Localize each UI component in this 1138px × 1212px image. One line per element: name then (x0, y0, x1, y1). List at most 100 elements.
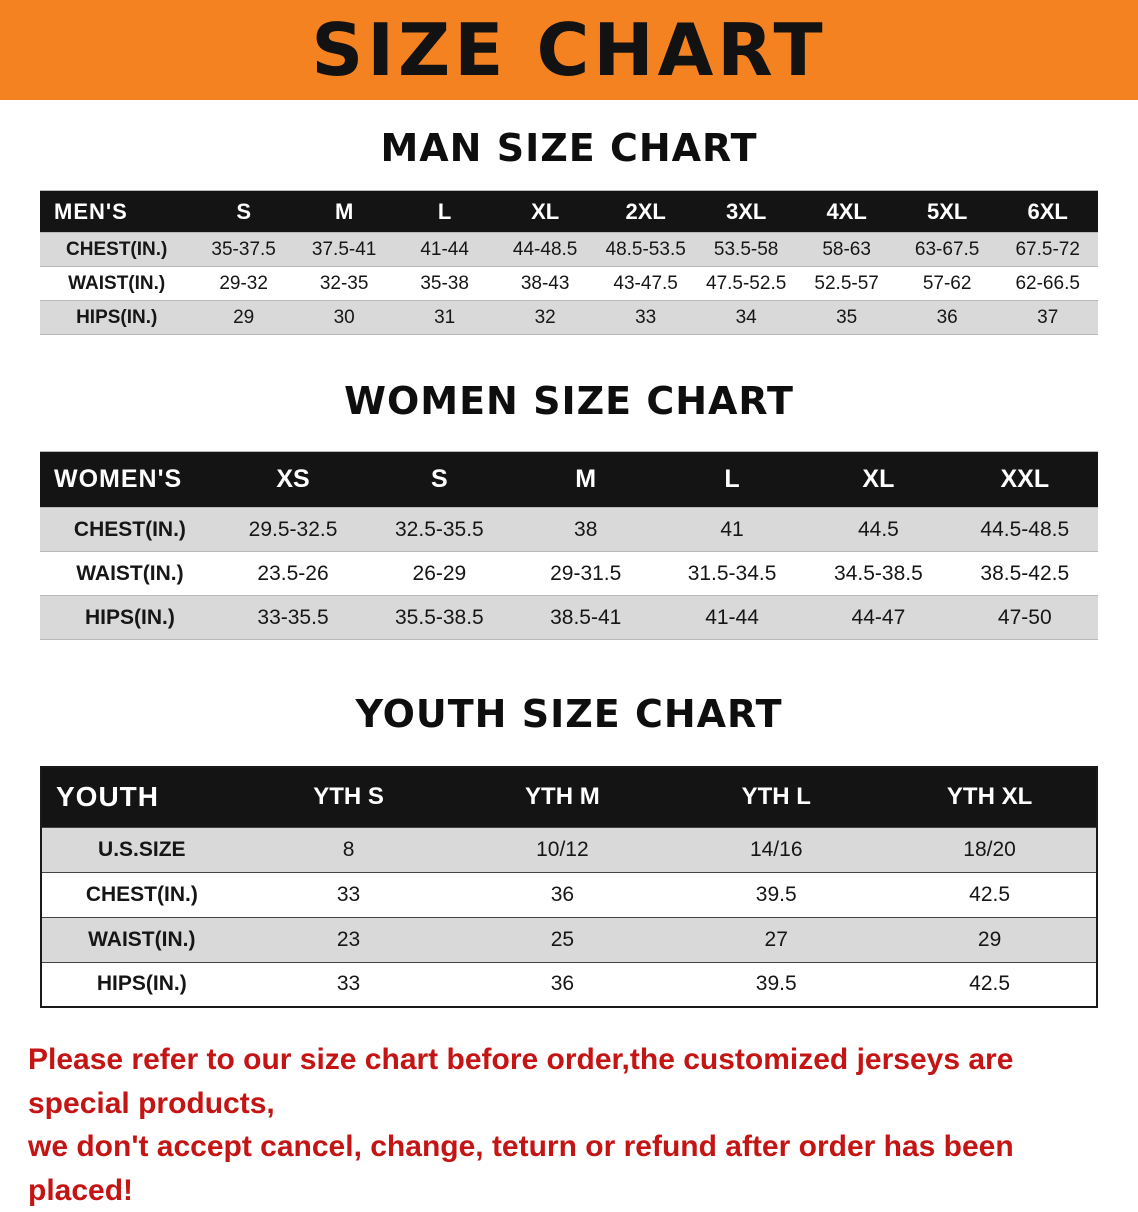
table-row: WAIST(IN.) 23.5-26 26-29 29-31.5 31.5-34.5 34… (40, 551, 1098, 596)
size-value: 41 (720, 517, 744, 541)
women-size-table: WOMEN'S XS S M L XL XXL CHEST(IN.) 29.5-32.5 32.5… (0, 451, 1138, 640)
size-value: 29-31.5 (550, 561, 622, 585)
column-header: YTH M (525, 783, 600, 811)
column-header: L (724, 465, 740, 493)
row-label: HIPS(IN.) (76, 306, 158, 328)
row-label: WAIST(IN.) (68, 272, 166, 294)
banner: SIZE CHART (0, 0, 1138, 100)
youth-size-table: YOUTH YTH S YTH M YTH L YTH XL U.S.SIZE 8 10/12… (0, 766, 1138, 1008)
men-section-heading: MAN SIZE CHART (380, 126, 758, 170)
size-value: 53.5-58 (713, 238, 779, 260)
column-header: 5XL (926, 198, 968, 224)
page-title: SIZE CHART (311, 8, 827, 92)
size-value: 36 (550, 882, 575, 906)
size-value: 44.5 (857, 517, 899, 541)
size-value: 33 (336, 972, 361, 996)
row-label: HIPS(IN.) (96, 972, 187, 996)
row-label: HIPS(IN.) (85, 605, 175, 629)
size-value: 32.5-35.5 (395, 517, 484, 541)
size-value: 47.5-52.5 (706, 272, 787, 294)
table-row: HIPS(IN.) 29 30 31 32 33 34 35 36 37 (40, 300, 1098, 335)
size-value: 39.5 (755, 972, 797, 996)
size-value: 36 (936, 306, 958, 328)
size-value: 62-66.5 (1015, 272, 1080, 294)
size-value: 43-47.5 (613, 272, 678, 294)
size-value: 38.5-42.5 (980, 561, 1070, 585)
youth-section-heading: YOUTH SIZE CHART (355, 692, 783, 736)
row-label: WAIST(IN.) (76, 561, 184, 585)
men-size-table: MEN'S S M L XL 2XL 3XL 4XL 5XL 6XL CHEST(IN.) 35-37… (0, 190, 1138, 335)
size-value: 33 (635, 306, 657, 328)
table-title: YOUTH (56, 781, 159, 813)
column-header: YTH L (741, 783, 811, 811)
size-value: 35-38 (420, 272, 469, 294)
table-row: U.S.SIZE 8 10/12 14/16 18/20 (41, 827, 1097, 872)
table-row: HIPS(IN.) 33 36 39.5 42.5 (41, 962, 1097, 1007)
size-value: 36 (550, 972, 575, 996)
disclaimer: Please refer to our size chart before or… (0, 1038, 1138, 1212)
size-value: 57-62 (922, 272, 972, 294)
size-value: 27 (764, 927, 788, 951)
size-value: 25 (550, 927, 575, 951)
table-row: WAIST(IN.) 23 25 27 29 (41, 917, 1097, 962)
size-value: 48.5-53.5 (605, 238, 686, 260)
size-value: 23.5-26 (257, 561, 329, 585)
table-title: MEN'S (54, 198, 128, 224)
row-label: WAIST(IN.) (88, 927, 196, 951)
table-row: HIPS(IN.) 33-35.5 35.5-38.5 38.5-41 41-44 44-… (40, 595, 1098, 640)
table-row: CHEST(IN.) 35-37.5 37.5-41 41-44 44-48.5 48.5… (40, 232, 1098, 267)
size-value: 37 (1037, 306, 1059, 328)
size-value: 35-37.5 (211, 238, 276, 260)
row-label: CHEST(IN.) (66, 238, 168, 260)
column-header: 6XL (1027, 198, 1068, 224)
size-value: 44-48.5 (512, 238, 578, 260)
size-value: 32 (534, 306, 556, 328)
row-label: U.S.SIZE (98, 837, 186, 861)
size-value: 38.5-41 (550, 605, 622, 629)
size-value: 32-35 (319, 272, 369, 294)
size-value: 31.5-34.5 (687, 561, 777, 585)
size-value: 42.5 (969, 972, 1011, 996)
size-value: 29 (233, 306, 255, 328)
size-value: 37.5-41 (311, 238, 377, 260)
size-table: MEN'S S M L XL 2XL 3XL 4XL 5XL 6XL CHEST(IN.) 35-37… (40, 190, 1098, 335)
table-row: CHEST(IN.) 29.5-32.5 32.5-35.5 38 41 44.5 44.5… (40, 507, 1098, 552)
column-header: S (431, 465, 448, 493)
size-value: 41-44 (420, 238, 469, 260)
size-value: 26-29 (412, 561, 467, 585)
size-value: 41-44 (705, 605, 759, 629)
size-value: 29-32 (219, 272, 268, 294)
disclaimer-line-1: Please refer to our size chart before or… (28, 1043, 1014, 1120)
size-value: 35.5-38.5 (395, 605, 484, 629)
table-title: WOMEN'S (54, 465, 183, 493)
column-header: 3XL (725, 198, 767, 224)
size-value: 33-35.5 (257, 605, 329, 629)
column-header: S (236, 198, 251, 224)
size-value: 39.5 (755, 882, 797, 906)
size-value: 31 (434, 306, 456, 328)
size-value: 29 (977, 927, 1002, 951)
size-value: 33 (336, 882, 361, 906)
size-value: 30 (333, 306, 355, 328)
column-header: YTH XL (946, 783, 1033, 811)
disclaimer-line-2: we don't accept cancel, change, teturn o… (28, 1130, 1014, 1207)
column-header: M (575, 465, 597, 493)
table-header-row: WOMEN'S XS S M L XL XXL (40, 451, 1098, 508)
size-value: 34 (735, 306, 757, 328)
column-header: 4XL (826, 198, 867, 224)
table-row: CHEST(IN.) 33 36 39.5 42.5 (41, 872, 1097, 917)
size-value: 23 (336, 927, 361, 951)
size-value: 58-63 (822, 238, 871, 260)
size-value: 29.5-32.5 (248, 517, 338, 541)
table-header-row: YOUTH YTH S YTH M YTH L YTH XL (41, 767, 1097, 827)
size-value: 47-50 (997, 605, 1052, 629)
size-table: WOMEN'S XS S M L XL XXL CHEST(IN.) 29.5-32.5 32.5… (40, 451, 1098, 640)
size-value: 63-67.5 (914, 238, 980, 260)
size-value: 38 (574, 517, 598, 541)
column-header: L (437, 198, 452, 224)
table-row: WAIST(IN.) 29-32 32-35 35-38 38-43 43-47.5 47.… (40, 266, 1098, 301)
size-table: YOUTH YTH S YTH M YTH L YTH XL U.S.SIZE 8 10/12… (40, 766, 1098, 1008)
table-header-row: MEN'S S M L XL 2XL 3XL 4XL 5XL 6XL (40, 190, 1098, 233)
size-value: 52.5-57 (814, 272, 879, 294)
